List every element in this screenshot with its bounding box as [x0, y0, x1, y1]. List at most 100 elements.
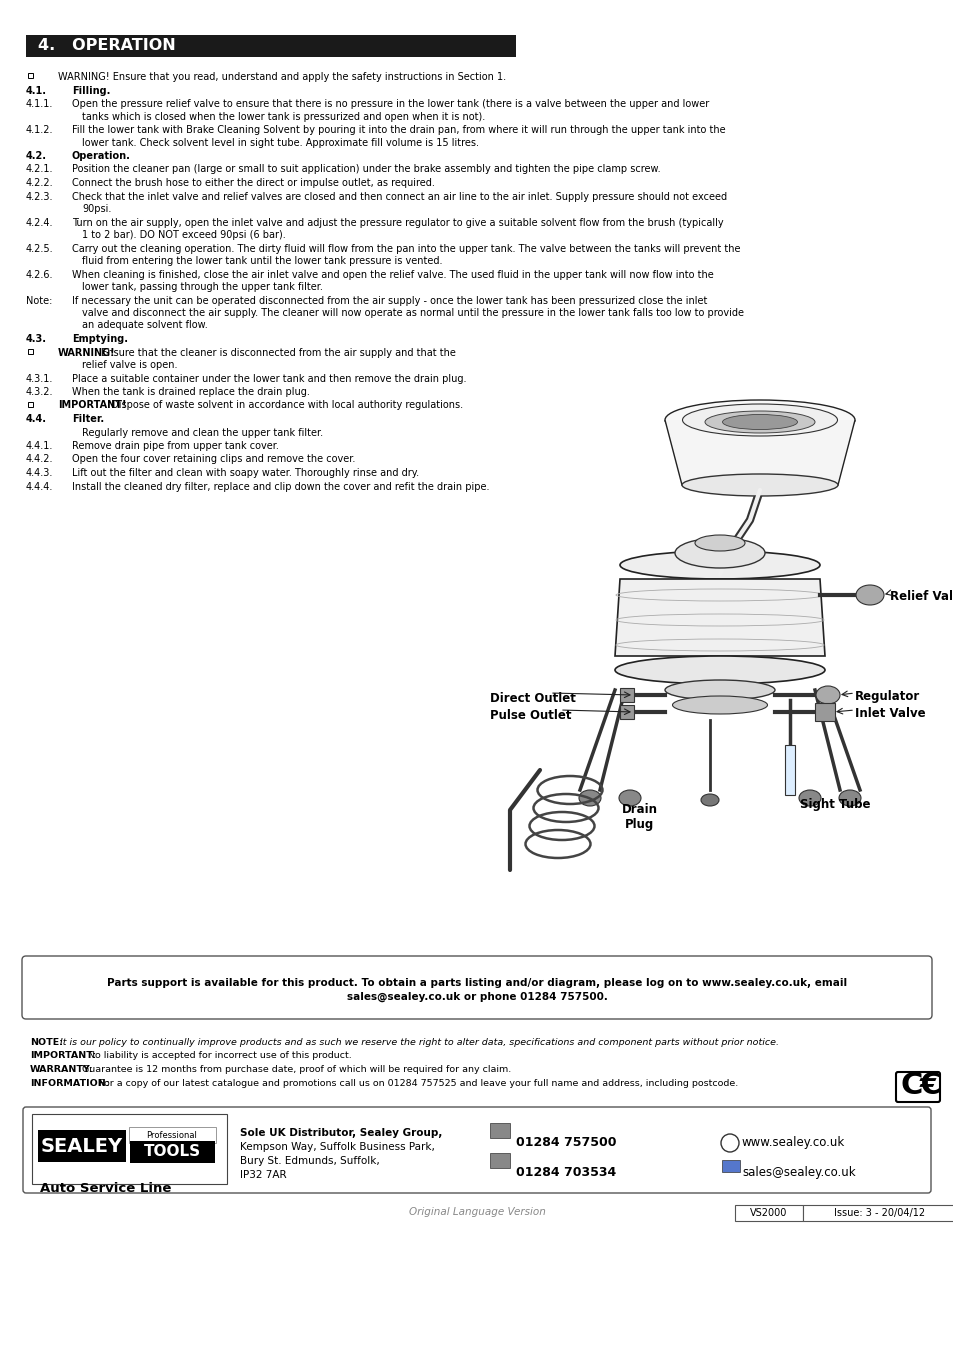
Text: For a copy of our latest catalogue and promotions call us on 01284 757525 and le: For a copy of our latest catalogue and p… [96, 1079, 738, 1088]
Text: www.sealey.co.uk: www.sealey.co.uk [741, 1135, 844, 1149]
Text: Auto Service Line: Auto Service Line [40, 1183, 172, 1195]
Text: 01284 703534: 01284 703534 [516, 1166, 616, 1179]
Text: Regulator: Regulator [854, 690, 920, 703]
Ellipse shape [815, 686, 840, 703]
Text: fluid from entering the lower tank until the lower tank pressure is vented.: fluid from entering the lower tank until… [82, 256, 442, 266]
Text: 4.4.4.: 4.4.4. [26, 482, 53, 491]
Text: WARNING!: WARNING! [58, 347, 115, 358]
Text: 4.   OPERATION: 4. OPERATION [38, 38, 175, 53]
FancyBboxPatch shape [129, 1127, 215, 1143]
FancyBboxPatch shape [23, 1107, 930, 1193]
Text: tanks which is closed when the lower tank is pressurized and open when it is not: tanks which is closed when the lower tan… [82, 112, 485, 122]
Text: TOOLS: TOOLS [143, 1145, 200, 1160]
Bar [619, 688, 634, 702]
Ellipse shape [619, 551, 820, 579]
Text: 4.2.3.: 4.2.3. [26, 192, 53, 201]
Bar [619, 705, 634, 720]
Text: 4.4.3.: 4.4.3. [26, 468, 53, 478]
Text: WARRANTY:: WARRANTY: [30, 1065, 93, 1075]
Text: 4.2.6.: 4.2.6. [26, 270, 53, 279]
Text: 4.4.1.: 4.4.1. [26, 441, 53, 451]
Bar [28, 73, 33, 78]
Ellipse shape [664, 400, 854, 440]
Text: 4.2.5.: 4.2.5. [26, 243, 53, 254]
Polygon shape [664, 420, 854, 485]
Text: Direct Outlet: Direct Outlet [490, 693, 576, 705]
Ellipse shape [618, 790, 640, 806]
Polygon shape [615, 579, 824, 656]
Text: Place a suitable container under the lower tank and then remove the drain plug.: Place a suitable container under the low… [71, 374, 466, 383]
Ellipse shape [799, 790, 821, 806]
Text: Drain
Plug: Drain Plug [621, 803, 658, 832]
Bar [490, 1123, 510, 1138]
Text: Sight Tube: Sight Tube [800, 798, 869, 811]
Bar [802, 1206, 953, 1220]
Text: Lift out the filter and clean with soapy water. Thoroughly rinse and dry.: Lift out the filter and clean with soapy… [71, 468, 418, 478]
Text: Bury St. Edmunds, Suffolk,: Bury St. Edmunds, Suffolk, [240, 1156, 379, 1166]
Text: 4.1.: 4.1. [26, 85, 47, 96]
Text: 90psi.: 90psi. [82, 204, 112, 215]
Text: 4.4.2.: 4.4.2. [26, 455, 53, 464]
Text: Emptying.: Emptying. [71, 333, 128, 344]
Ellipse shape [672, 697, 767, 714]
Text: IMPORTANT!: IMPORTANT! [58, 401, 127, 410]
Ellipse shape [578, 790, 600, 806]
Text: Turn on the air supply, open the inlet valve and adjust the pressure regulator t: Turn on the air supply, open the inlet v… [71, 217, 723, 228]
Text: 4.1.1.: 4.1.1. [26, 99, 53, 109]
Text: Relief Valve: Relief Valve [889, 590, 953, 603]
Text: Parts support is available for this product. To obtain a parts listing and/or di: Parts support is available for this prod… [107, 977, 846, 988]
Text: Note:: Note: [26, 296, 52, 305]
Text: valve and disconnect the air supply. The cleaner will now operate as normal unti: valve and disconnect the air supply. The… [82, 308, 743, 319]
Text: Filter.: Filter. [71, 414, 104, 424]
Ellipse shape [681, 474, 837, 495]
Text: relief valve is open.: relief valve is open. [82, 360, 177, 370]
Bar [38, 1130, 126, 1162]
Text: If necessary the unit can be operated disconnected from the air supply - once th: If necessary the unit can be operated di… [71, 296, 706, 305]
Text: INFORMATION:: INFORMATION: [30, 1079, 110, 1088]
Text: Issue: 3 - 20/04/12: Issue: 3 - 20/04/12 [834, 1208, 924, 1218]
Text: When the tank is drained replace the drain plug.: When the tank is drained replace the dra… [71, 387, 310, 397]
Text: Check that the inlet valve and relief valves are closed and then connect an air : Check that the inlet valve and relief va… [71, 192, 726, 201]
Ellipse shape [664, 680, 774, 701]
Text: Original Language Version: Original Language Version [408, 1207, 545, 1216]
Text: Filling.: Filling. [71, 85, 111, 96]
Text: 4.2.: 4.2. [26, 151, 47, 161]
Text: an adequate solvent flow.: an adequate solvent flow. [82, 320, 208, 331]
Text: IMPORTANT:: IMPORTANT: [30, 1052, 96, 1061]
Text: NOTE:: NOTE: [30, 1038, 63, 1048]
Ellipse shape [855, 585, 883, 605]
Text: VS2000: VS2000 [749, 1208, 787, 1218]
Text: C: C [900, 1071, 923, 1100]
Text: sales@sealey.co.uk or phone 01284 757500.: sales@sealey.co.uk or phone 01284 757500… [346, 992, 607, 1002]
Text: Install the cleaned dry filter, replace and clip down the cover and refit the dr: Install the cleaned dry filter, replace … [71, 482, 489, 491]
Text: sales@sealey.co.uk: sales@sealey.co.uk [741, 1166, 855, 1179]
Text: €: € [919, 1071, 940, 1100]
Bar [130, 1141, 214, 1162]
Text: Dispose of waste solvent in accordance with local authority regulations.: Dispose of waste solvent in accordance w… [108, 401, 462, 410]
Ellipse shape [704, 410, 814, 433]
Text: 4.2.2.: 4.2.2. [26, 178, 53, 188]
Ellipse shape [615, 656, 824, 684]
FancyBboxPatch shape [22, 956, 931, 1019]
Text: Operation.: Operation. [71, 151, 131, 161]
Text: 4.3.: 4.3. [26, 333, 47, 344]
Text: Sole UK Distributor, Sealey Group,: Sole UK Distributor, Sealey Group, [240, 1129, 442, 1138]
Bar [490, 1153, 510, 1168]
Text: Kempson Way, Suffolk Business Park,: Kempson Way, Suffolk Business Park, [240, 1142, 435, 1152]
Bar [814, 703, 834, 721]
Ellipse shape [695, 535, 744, 551]
Ellipse shape [721, 414, 797, 429]
Text: No liability is accepted for incorrect use of this product.: No liability is accepted for incorrect u… [85, 1052, 352, 1061]
Text: IP32 7AR: IP32 7AR [240, 1170, 286, 1180]
Text: Remove drain pipe from upper tank cover.: Remove drain pipe from upper tank cover. [71, 441, 278, 451]
Text: 01284 757500: 01284 757500 [516, 1135, 616, 1149]
Text: Regularly remove and clean the upper tank filter.: Regularly remove and clean the upper tan… [82, 428, 323, 437]
Text: 4.2.4.: 4.2.4. [26, 217, 53, 228]
Text: Professional: Professional [147, 1131, 197, 1141]
Text: It is our policy to continually improve products and as such we reserve the righ: It is our policy to continually improve … [57, 1038, 779, 1048]
Ellipse shape [838, 790, 861, 806]
Text: 4.3.2.: 4.3.2. [26, 387, 53, 397]
Text: Connect the brush hose to either the direct or impulse outlet, as required.: Connect the brush hose to either the dir… [71, 178, 435, 188]
Text: 4.1.2.: 4.1.2. [26, 126, 53, 135]
Text: 4.3.1.: 4.3.1. [26, 374, 53, 383]
